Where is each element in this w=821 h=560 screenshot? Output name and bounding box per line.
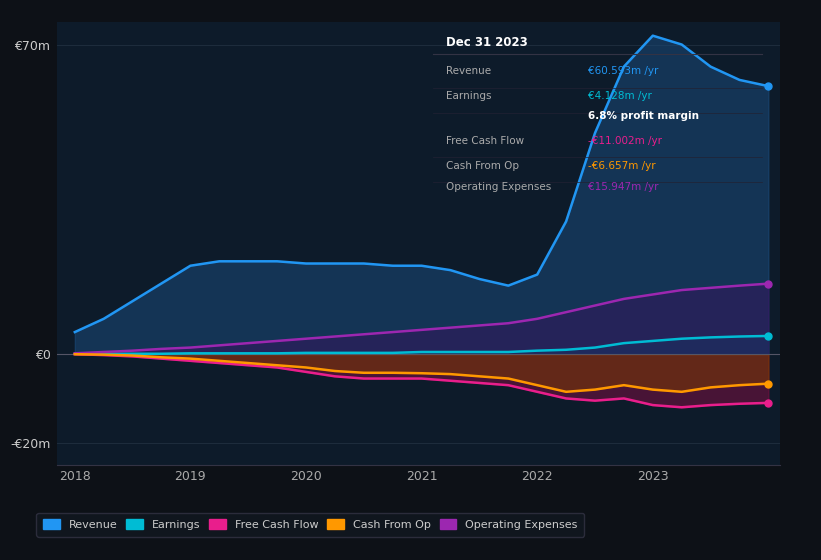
Text: -€6.657m /yr: -€6.657m /yr <box>588 161 655 171</box>
Text: -€11.002m /yr: -€11.002m /yr <box>588 136 662 146</box>
Text: Revenue: Revenue <box>447 66 492 76</box>
Text: €15.947m /yr: €15.947m /yr <box>588 182 658 192</box>
Text: €4.128m /yr: €4.128m /yr <box>588 91 652 101</box>
Legend: Revenue, Earnings, Free Cash Flow, Cash From Op, Operating Expenses: Revenue, Earnings, Free Cash Flow, Cash … <box>36 512 585 536</box>
Text: Cash From Op: Cash From Op <box>447 161 520 171</box>
Text: Operating Expenses: Operating Expenses <box>447 182 552 192</box>
Text: Earnings: Earnings <box>447 91 492 101</box>
Text: Dec 31 2023: Dec 31 2023 <box>447 36 528 49</box>
Text: Free Cash Flow: Free Cash Flow <box>447 136 525 146</box>
Text: 6.8% profit margin: 6.8% profit margin <box>588 111 699 121</box>
Text: €60.593m /yr: €60.593m /yr <box>588 66 658 76</box>
